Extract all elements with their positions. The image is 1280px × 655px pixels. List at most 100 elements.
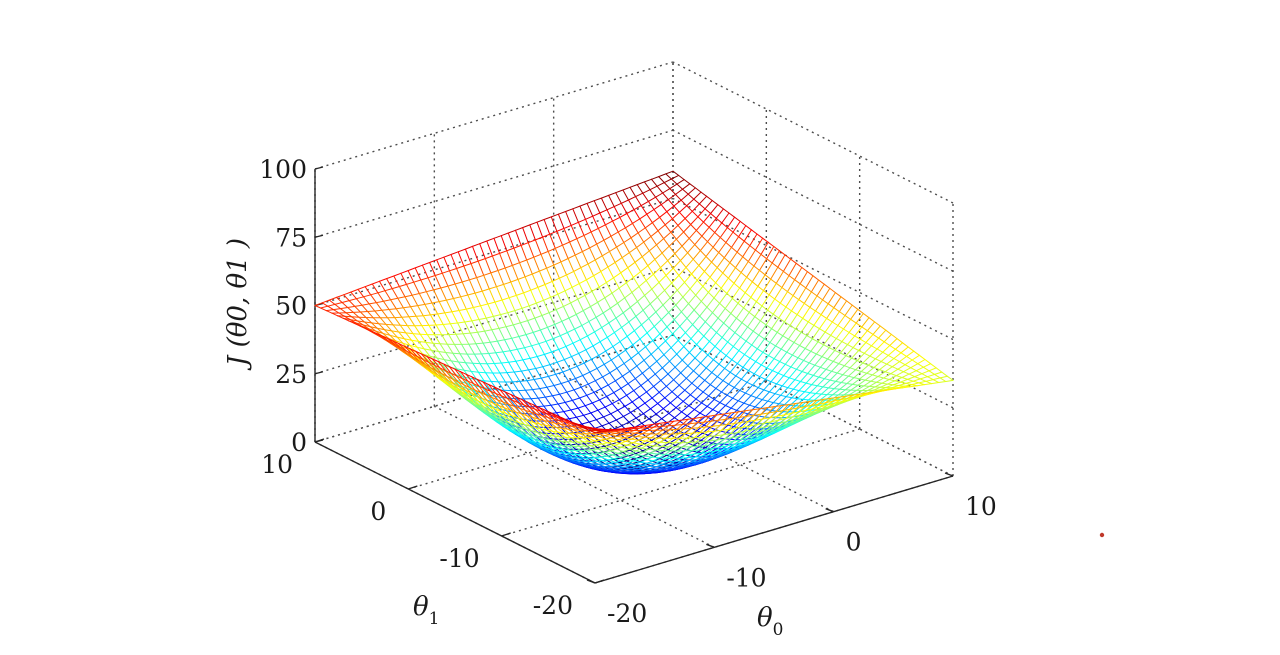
mesh-segment <box>780 394 787 398</box>
mesh-segment <box>622 415 630 423</box>
mesh-segment <box>583 234 591 249</box>
mesh-segment <box>784 397 793 406</box>
mesh-segment <box>637 407 644 415</box>
mesh-segment <box>828 387 835 390</box>
mesh-segment <box>712 443 720 449</box>
mesh-segment <box>501 415 510 424</box>
mesh-segment <box>646 391 653 399</box>
mesh-segment <box>493 362 502 364</box>
mesh-segment <box>584 445 592 447</box>
mesh-segment <box>900 352 908 357</box>
mesh-segment <box>463 369 472 372</box>
mesh-segment <box>575 414 585 418</box>
mesh-segment <box>640 265 649 273</box>
mesh-segment <box>334 303 341 310</box>
mesh-segment <box>540 375 549 379</box>
mesh-segment <box>758 422 765 429</box>
mesh-segment <box>421 264 429 279</box>
mesh-segment <box>697 387 704 393</box>
mesh-segment <box>798 299 805 304</box>
mesh-segment <box>775 335 784 347</box>
mesh-segment <box>775 405 782 413</box>
mesh-segment <box>411 293 420 296</box>
mesh-segment <box>724 412 732 420</box>
mesh-segment <box>613 202 622 208</box>
mesh-segment <box>681 459 690 462</box>
mesh-segment <box>837 389 846 396</box>
mesh-segment <box>607 458 615 461</box>
mesh-segment <box>341 300 350 303</box>
mesh-segment <box>646 325 655 334</box>
mesh-segment <box>768 391 776 395</box>
mesh-segment <box>705 444 713 450</box>
mesh-segment <box>866 330 874 335</box>
mesh-segment <box>583 358 592 364</box>
mesh-segment <box>402 306 412 309</box>
mesh-segment <box>791 354 799 359</box>
mesh-segment <box>450 360 458 370</box>
mesh-segment <box>563 224 572 229</box>
mesh-segment <box>726 394 734 399</box>
mesh-segment <box>617 231 625 243</box>
mesh-segment <box>467 294 474 308</box>
mesh-segment <box>879 363 888 371</box>
mesh-segment <box>518 422 527 430</box>
mesh-segment <box>748 370 755 375</box>
mesh-segment <box>553 385 561 395</box>
mesh-segment <box>580 450 589 455</box>
mesh-segment <box>665 340 672 349</box>
mesh-segment <box>788 377 796 381</box>
mesh-segment <box>508 422 517 430</box>
mesh-segment <box>471 320 478 333</box>
mesh-segment <box>484 329 493 332</box>
mesh-segment <box>374 309 383 312</box>
mesh-segment <box>807 321 815 326</box>
mesh-segment <box>471 376 478 380</box>
mesh-segment <box>788 262 797 277</box>
mesh-segment <box>724 417 734 420</box>
mesh-segment <box>642 408 651 415</box>
mesh-segment <box>625 438 632 442</box>
mesh-segment <box>624 291 633 299</box>
mesh-segment <box>715 434 724 437</box>
mesh-segment <box>752 428 760 434</box>
mesh-segment <box>796 391 806 400</box>
mesh-segment <box>658 173 667 178</box>
mesh-segment <box>846 383 853 385</box>
mesh-segment <box>620 267 629 274</box>
mesh-segment <box>332 309 340 314</box>
mesh-segment <box>506 247 515 252</box>
mesh-segment <box>488 286 497 290</box>
mesh-segment <box>587 383 595 393</box>
mesh-segment <box>394 317 401 326</box>
mesh-segment <box>941 371 948 377</box>
mesh-segment <box>777 363 786 374</box>
mesh-segment <box>629 370 636 380</box>
mesh-segment <box>654 252 663 260</box>
mesh-segment <box>766 406 775 409</box>
mesh-segment <box>400 270 409 274</box>
mesh-segment <box>671 274 680 284</box>
mesh-segment <box>463 265 470 281</box>
mesh-segment <box>403 338 412 341</box>
mesh-segment <box>855 362 864 371</box>
mesh-segment <box>863 345 872 354</box>
mesh-segment <box>894 380 901 383</box>
mesh-segment <box>508 361 515 373</box>
mesh-segment <box>635 447 643 452</box>
mesh-segment <box>471 397 481 406</box>
mesh-segment <box>684 324 694 334</box>
mesh-segment <box>490 410 499 419</box>
mesh-segment <box>640 461 649 464</box>
mesh-segment <box>425 341 434 344</box>
mesh-segment <box>504 337 513 341</box>
mesh-segment <box>684 281 691 290</box>
mesh-segment <box>729 262 736 269</box>
mesh-segment <box>768 282 777 296</box>
mesh-segment <box>507 312 514 326</box>
mesh-segment <box>577 298 584 312</box>
mesh-segment <box>611 452 619 456</box>
mesh-segment <box>654 460 662 465</box>
mesh-segment <box>443 254 452 258</box>
mesh-segment <box>555 427 565 434</box>
